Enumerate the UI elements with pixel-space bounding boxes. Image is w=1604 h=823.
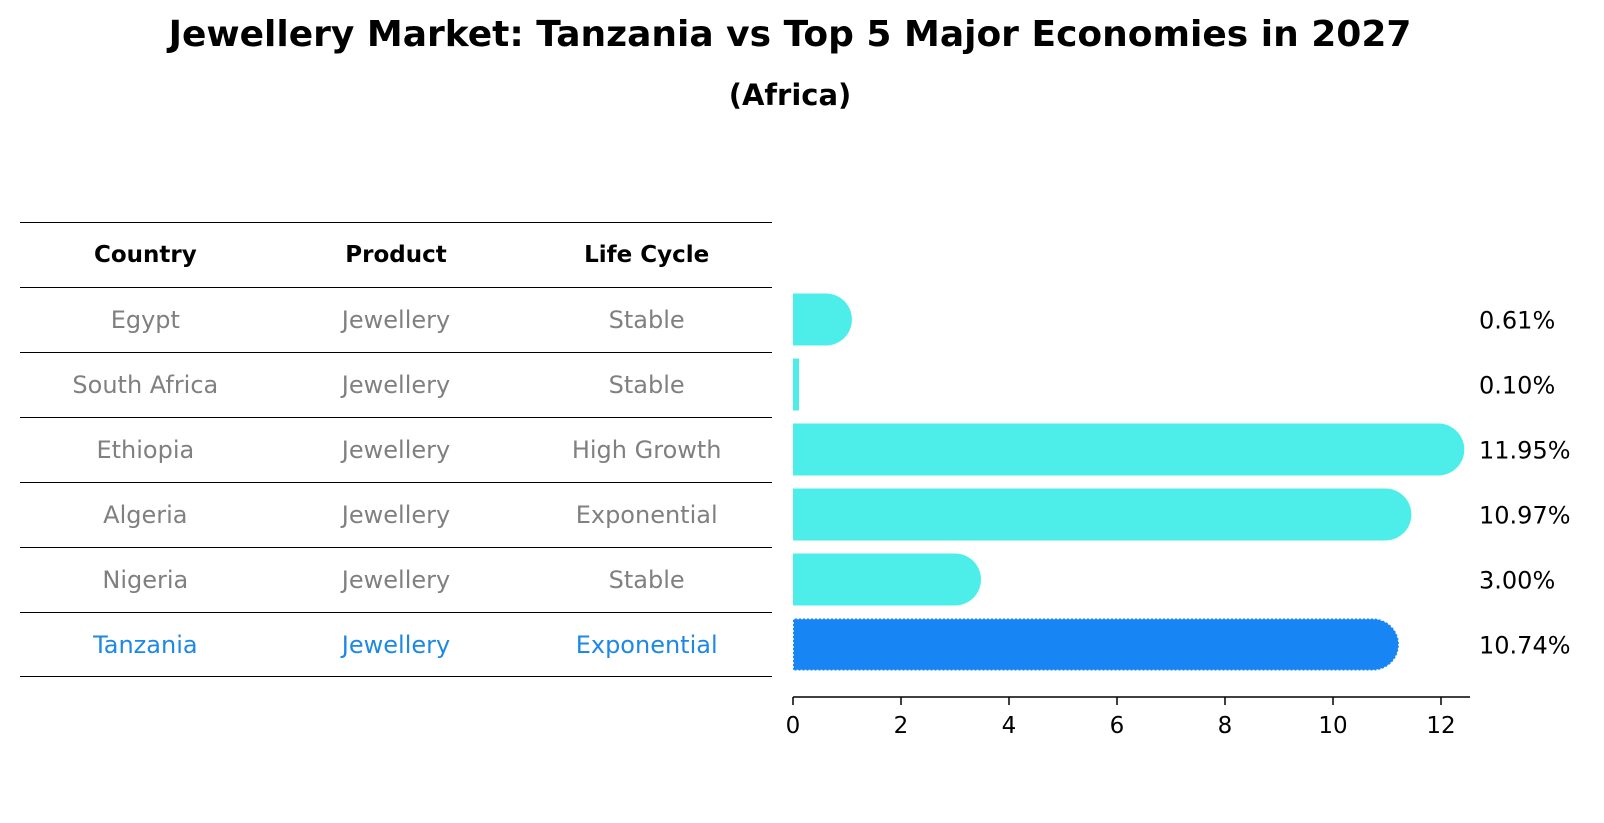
product-cell: Jewellery xyxy=(341,371,451,399)
x-tick-label: 4 xyxy=(1002,713,1017,739)
x-tick-label: 0 xyxy=(786,713,801,739)
life-cycle-cell: High Growth xyxy=(571,436,722,464)
x-tick-label: 12 xyxy=(1426,713,1455,739)
header-country: Country xyxy=(93,242,197,268)
country-cell: Ethiopia xyxy=(96,436,195,464)
x-axis: 0 2 4 6 8 10 12 xyxy=(786,696,1470,739)
country-table: Country Product Life Cycle Egypt Jewelle… xyxy=(20,222,772,677)
value-label: 0.61% xyxy=(1479,307,1555,335)
table-row: Algeria Jewellery Exponential xyxy=(20,482,772,547)
bar-egypt xyxy=(793,293,852,346)
value-label: 0.10% xyxy=(1479,372,1555,400)
life-cycle-cell: Stable xyxy=(608,306,685,334)
bars-group xyxy=(792,293,1465,672)
product-cell: Jewellery xyxy=(341,501,451,529)
value-labels-group: 0.61% 0.10% 11.95% 10.97% 3.00% 10.74% xyxy=(1479,307,1571,660)
country-cell: South Africa xyxy=(72,371,219,399)
x-tick-label: 6 xyxy=(1110,713,1125,739)
country-cell: Nigeria xyxy=(102,566,189,594)
table-row: South Africa Jewellery Stable xyxy=(20,352,772,417)
bar-tanzania xyxy=(792,617,1400,672)
product-cell: Jewellery xyxy=(341,436,451,464)
x-tick-label: 2 xyxy=(894,713,909,739)
country-cell: Algeria xyxy=(103,501,188,529)
value-label: 3.00% xyxy=(1479,567,1555,595)
chart-subtitle: (Africa) xyxy=(728,78,852,112)
country-cell: Tanzania xyxy=(93,630,198,659)
life-cycle-cell: Exponential xyxy=(575,501,718,529)
table-row: Nigeria Jewellery Stable xyxy=(20,547,772,612)
value-label: 10.74% xyxy=(1479,632,1571,660)
bar-algeria xyxy=(793,488,1412,541)
life-cycle-cell: Stable xyxy=(608,566,685,594)
country-cell: Egypt xyxy=(110,306,180,334)
header-product: Product xyxy=(345,242,447,268)
product-cell: Jewellery xyxy=(341,630,451,659)
table-row: Egypt Jewellery Stable xyxy=(20,287,772,352)
bar-ethiopia xyxy=(793,423,1465,476)
product-cell: Jewellery xyxy=(341,566,451,594)
x-tick-label: 10 xyxy=(1318,713,1347,739)
header-life-cycle: Life Cycle xyxy=(584,242,710,268)
table-header-row: Country Product Life Cycle xyxy=(20,222,772,287)
product-cell: Jewellery xyxy=(341,306,451,334)
life-cycle-cell: Exponential xyxy=(575,630,718,659)
chart-title: Jewellery Market: Tanzania vs Top 5 Majo… xyxy=(168,14,1412,55)
table-row-highlighted: Tanzania Jewellery Exponential xyxy=(20,612,772,677)
life-cycle-cell: Stable xyxy=(608,371,685,399)
value-label: 10.97% xyxy=(1479,502,1571,530)
value-label: 11.95% xyxy=(1479,437,1571,465)
bar-south-africa xyxy=(793,358,799,411)
bar-nigeria xyxy=(793,553,981,606)
x-tick-label: 8 xyxy=(1218,713,1233,739)
table-row: Ethiopia Jewellery High Growth xyxy=(20,417,772,482)
